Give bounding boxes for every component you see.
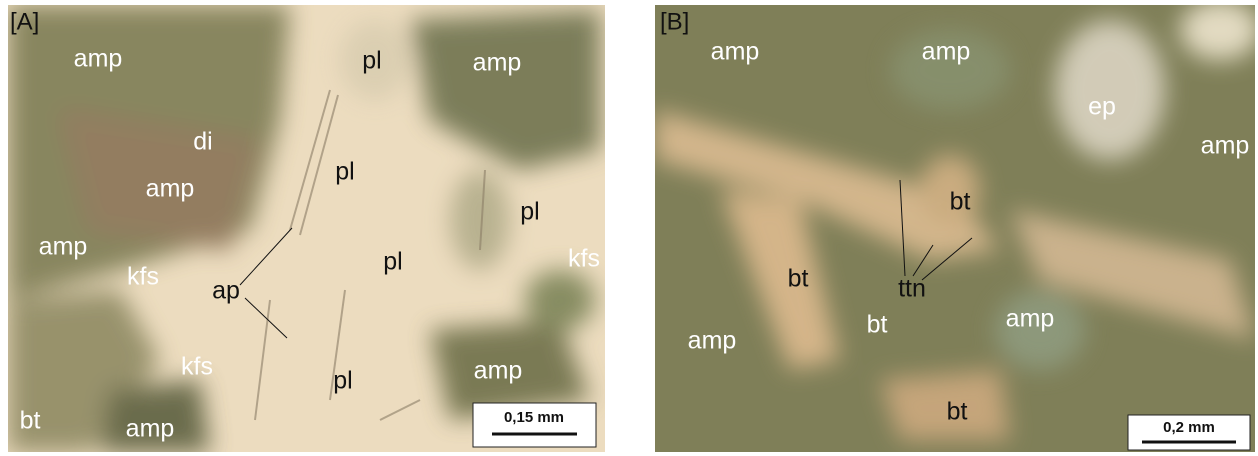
- mineral-label: amp: [1201, 132, 1250, 160]
- micrograph-b: [655, 0, 1258, 452]
- mineral-label: di: [193, 128, 212, 156]
- mineral-label: kfs: [127, 263, 159, 291]
- mineral-label: kfs: [568, 245, 600, 273]
- scale-bar-label: 0,2 mm: [1163, 419, 1215, 436]
- mineral-label: ttn: [898, 275, 926, 303]
- mineral-label: amp: [688, 327, 737, 355]
- mineral-label: pl: [383, 248, 402, 276]
- mineral-label: bt: [20, 407, 41, 435]
- mineral-label: pl: [335, 158, 354, 186]
- mineral-label: pl: [520, 198, 539, 226]
- figure: [A] amp pl amp di amp pl pl amp pl kfs k…: [0, 0, 1258, 456]
- mineral-label: amp: [146, 175, 195, 203]
- mineral-label: bt: [947, 398, 968, 426]
- mineral-label: bt: [867, 311, 888, 339]
- mineral-label: amp: [711, 38, 760, 66]
- mineral-label: bt: [950, 188, 971, 216]
- mineral-label: amp: [39, 233, 88, 261]
- mineral-label: ap: [212, 277, 240, 305]
- scale-bar-label: 0,15 mm: [504, 409, 564, 426]
- mineral-label: kfs: [181, 353, 213, 381]
- scale-bar: 0,2 mm: [1128, 415, 1250, 450]
- mineral-label: bt: [788, 265, 809, 293]
- mineral-label: ep: [1088, 93, 1116, 121]
- mineral-label: amp: [474, 357, 523, 385]
- mineral-label: amp: [922, 38, 971, 66]
- panel-label: [B]: [660, 8, 689, 35]
- mineral-label: pl: [362, 47, 381, 75]
- scale-bar: 0,15 mm: [473, 403, 596, 447]
- mineral-label: amp: [473, 49, 522, 77]
- mineral-label: amp: [1006, 305, 1055, 333]
- mineral-label: amp: [126, 415, 175, 443]
- mineral-label: pl: [333, 367, 352, 395]
- panel-label: [A]: [10, 8, 39, 35]
- mineral-label: amp: [74, 45, 123, 73]
